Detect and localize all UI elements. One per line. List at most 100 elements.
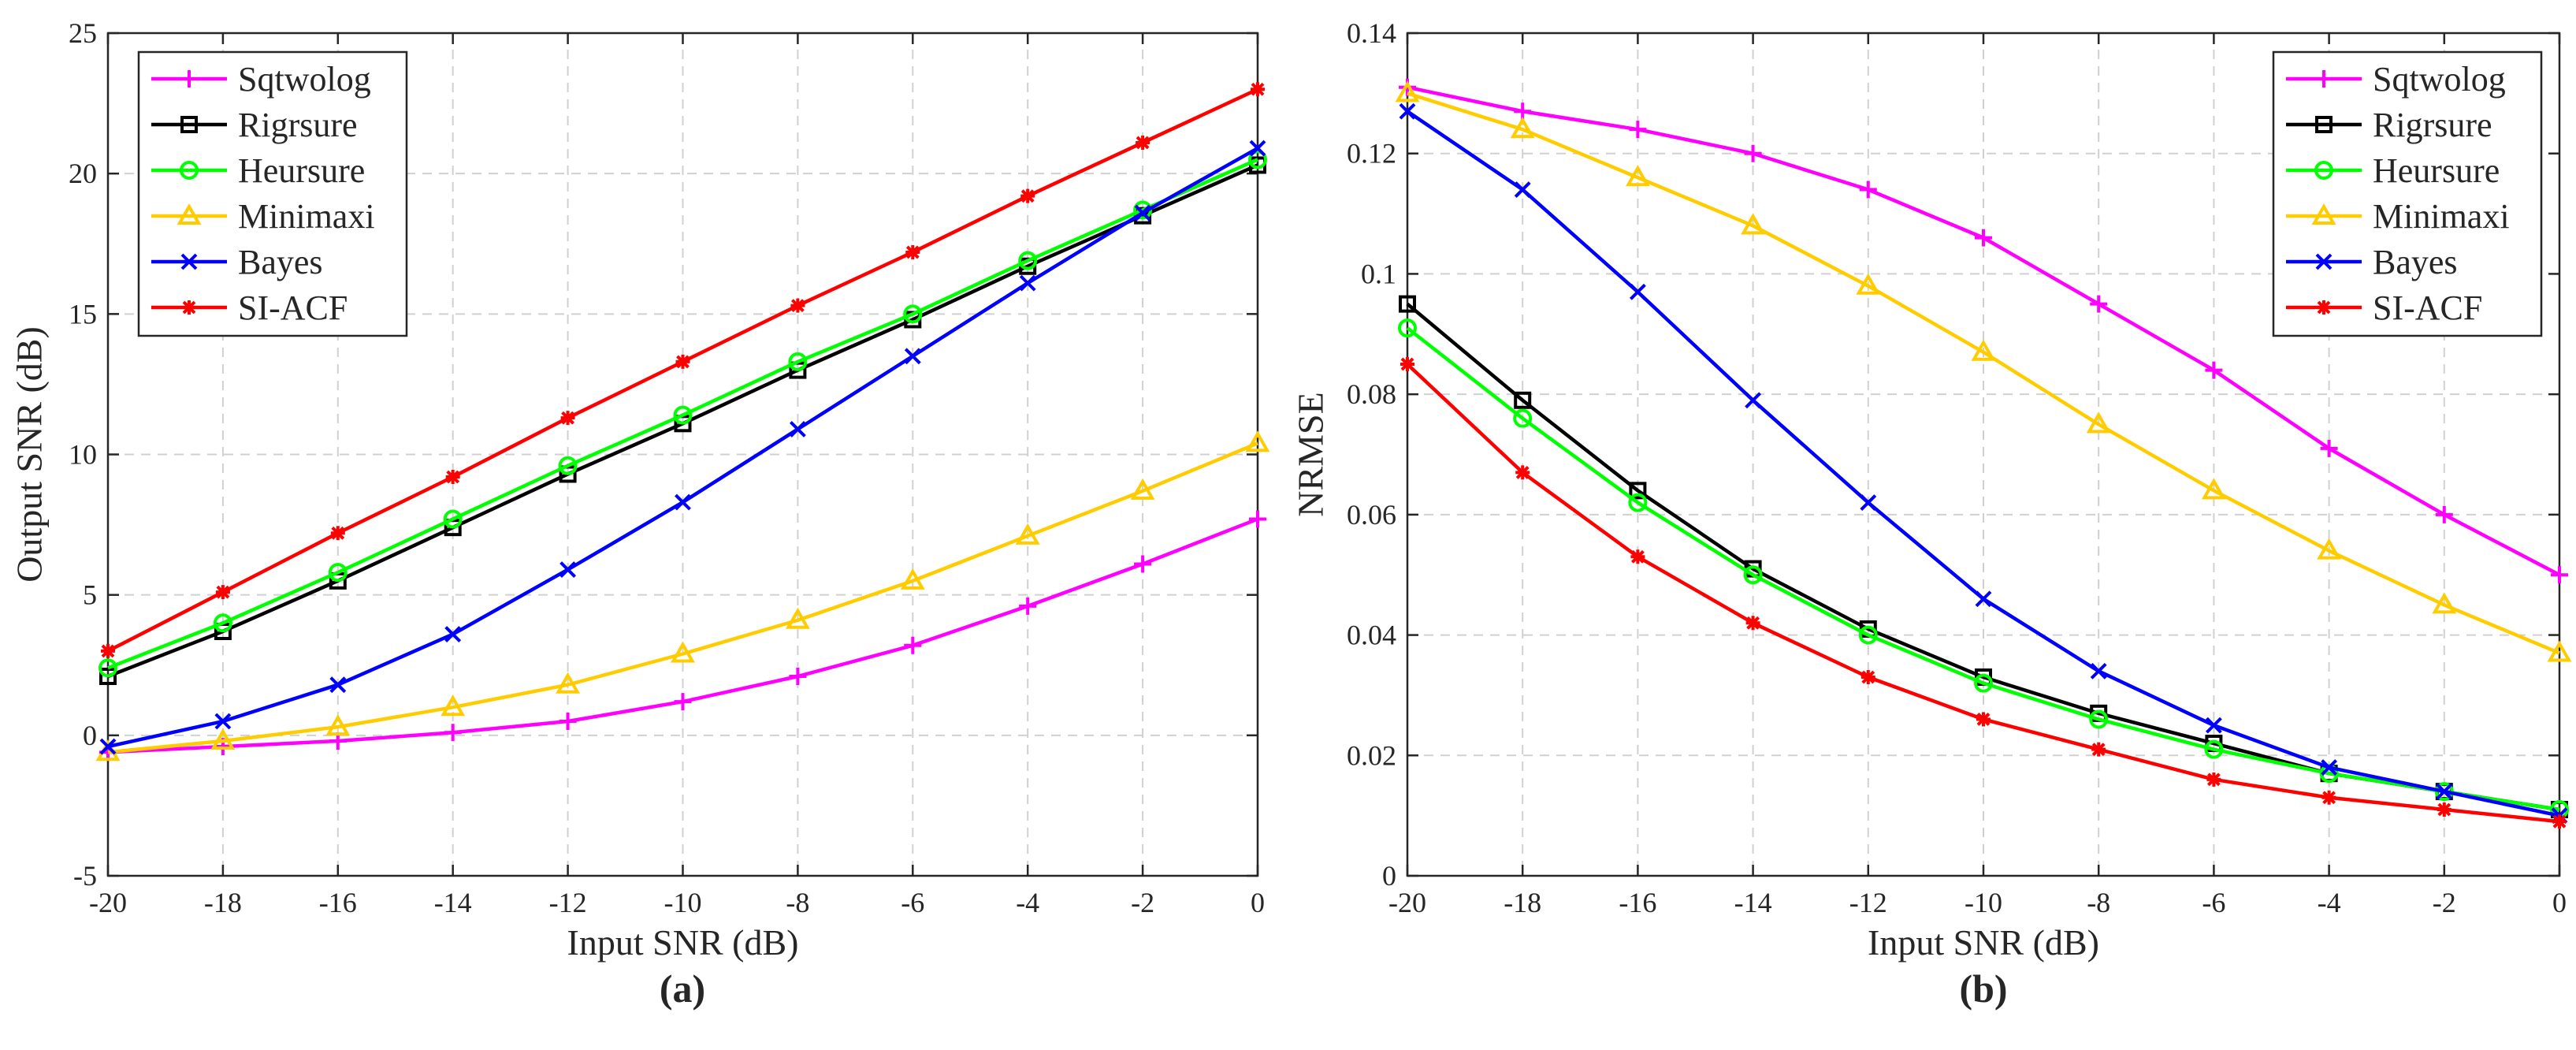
- chart-panel-a: -20 -18 -16 -14 -12 -10 -8 -6 -4 -2 0-50510152025I…: [9, 17, 1270, 1011]
- data-point: [1249, 140, 1266, 157]
- panel-caption: (b): [1959, 966, 2007, 1011]
- data-point: [789, 421, 806, 438]
- data-point: [1745, 616, 1760, 631]
- data-point: [2551, 566, 2568, 584]
- x-axis-label: Input SNR (dB): [567, 922, 799, 963]
- data-point: [2320, 439, 2338, 457]
- data-point: [1136, 135, 1150, 150]
- data-point: [1251, 82, 1265, 97]
- data-point: [675, 493, 691, 511]
- legend-marker: [2311, 203, 2336, 225]
- x-tick-label: -12: [1849, 887, 1887, 918]
- legend-marker: [180, 253, 198, 270]
- data-point: [1744, 144, 1762, 162]
- data-point: [215, 585, 230, 600]
- y-axis-label: Output SNR (dB): [9, 326, 50, 583]
- data-point: [1248, 150, 1267, 169]
- data-point: [559, 713, 577, 731]
- data-point: [1018, 251, 1038, 270]
- data-point: [443, 509, 463, 529]
- data-point: [789, 668, 807, 686]
- y-tick-label: 0.12: [1347, 138, 1396, 169]
- series-minimaxi: [1395, 80, 2572, 662]
- legend-label: Bayes: [238, 243, 323, 281]
- legend: Sqtwolog Rigrsure Heursure Minimaxi Bayes SI-…: [137, 50, 408, 337]
- series-sqtwolog: [1399, 78, 2568, 584]
- x-tick-label: -20: [89, 887, 127, 918]
- data-point: [1513, 408, 1533, 428]
- data-point: [1019, 274, 1036, 292]
- data-point: [904, 348, 921, 365]
- legend-label: Heursure: [2373, 151, 2500, 190]
- data-point: [2436, 783, 2453, 800]
- chart-panel-b: -20 -18 -16 -14 -12 -10 -8 -6 -4 -2 000.020.040.06…: [1291, 17, 2572, 1011]
- legend-box: [2272, 50, 2543, 337]
- legend-marker: [182, 300, 196, 315]
- y-tick-label: 25: [69, 17, 97, 49]
- data-point: [214, 713, 232, 730]
- data-point: [673, 405, 693, 425]
- data-point: [558, 456, 578, 475]
- y-tick-label: 0.04: [1347, 620, 1396, 651]
- series-line: [1406, 326, 2560, 812]
- data-point: [1859, 181, 1877, 199]
- data-point: [1514, 181, 1531, 198]
- x-tick-label: -14: [434, 887, 472, 918]
- data-point: [1741, 213, 1766, 235]
- data-point: [1515, 465, 1530, 480]
- legend-marker: [2315, 116, 2333, 133]
- data-point: [99, 738, 117, 755]
- data-point: [1858, 625, 1878, 645]
- x-tick-label: -8: [786, 887, 809, 918]
- legend-marker: [180, 70, 198, 88]
- data-point: [1628, 493, 1648, 512]
- data-point: [559, 561, 577, 579]
- series-si-acf: [1400, 356, 2567, 829]
- data-point: [1245, 430, 1270, 452]
- data-point: [1743, 565, 1763, 585]
- data-point: [1395, 80, 1420, 102]
- x-tick-label: -4: [1016, 887, 1039, 918]
- x-tick-label: -20: [1388, 887, 1426, 918]
- y-tick-label: 0.02: [1347, 739, 1396, 771]
- legend-marker: [2314, 161, 2333, 180]
- data-point: [1629, 482, 1647, 500]
- panel-caption: (a): [660, 966, 705, 1011]
- data-point: [2090, 662, 2107, 680]
- data-point: [1134, 204, 1151, 222]
- legend-label: Minimaxi: [2373, 197, 2510, 236]
- data-point: [2086, 411, 2111, 434]
- data-point: [1971, 339, 1996, 361]
- data-point: [210, 728, 236, 750]
- legend-label: Heursure: [238, 151, 365, 190]
- y-tick-label: 0.14: [1347, 17, 1396, 49]
- legend-label: Minimaxi: [238, 197, 375, 236]
- data-point: [329, 676, 347, 694]
- data-point: [1015, 523, 1040, 545]
- data-point: [1020, 188, 1035, 203]
- data-point: [903, 304, 923, 324]
- legend-marker: [180, 116, 198, 133]
- series-heursure: [99, 150, 1267, 678]
- legend-marker: [180, 161, 199, 180]
- x-tick-label: 0: [1251, 887, 1265, 918]
- data-point: [560, 411, 575, 426]
- y-tick-label: 0.1: [1361, 258, 1396, 289]
- series-si-acf: [101, 82, 1265, 658]
- x-tick-label: -18: [204, 887, 242, 918]
- data-point: [444, 724, 462, 742]
- data-point: [1399, 102, 1416, 120]
- data-point: [1974, 673, 1993, 693]
- data-point: [2205, 361, 2223, 379]
- data-point: [444, 626, 462, 642]
- data-point: [1745, 392, 1762, 409]
- legend-label: Bayes: [2373, 243, 2458, 281]
- x-tick-label: -8: [2087, 887, 2110, 918]
- legend-label: Rigrsure: [2373, 106, 2492, 144]
- data-point: [2091, 742, 2106, 757]
- data-point: [445, 470, 460, 485]
- series-minimaxi: [95, 430, 1270, 761]
- series-sqtwolog: [99, 510, 1266, 761]
- data-point: [1514, 391, 1532, 409]
